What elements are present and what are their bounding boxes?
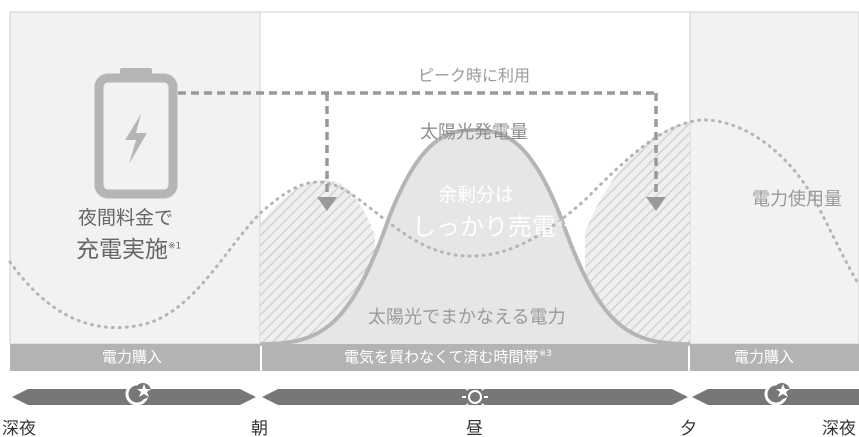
solar-generation-curve	[259, 127, 691, 346]
time-evening: 夕	[680, 419, 697, 437]
band-middle-note: ※3	[538, 349, 552, 359]
surplus-note: ※2	[556, 219, 570, 229]
moon-icon-left	[125, 382, 151, 406]
peak-use-arrow-line	[178, 91, 658, 197]
solar-covered-label: 太陽光でまかなえる電力	[368, 307, 566, 328]
arrowhead-evening	[646, 197, 666, 211]
surplus-label-line2: しっかり売電※2	[412, 207, 569, 242]
consumption-curve	[8, 118, 859, 329]
time-daytime: 昼	[466, 419, 483, 437]
band-middle	[262, 344, 688, 371]
morning-peak-hatch	[260, 180, 375, 344]
timeline-day	[262, 389, 688, 405]
time-morning: 朝	[251, 419, 268, 437]
band-left	[10, 344, 260, 371]
arrowhead-morning	[317, 197, 337, 211]
band-right	[690, 344, 859, 371]
band-left-label: 電力購入	[102, 348, 163, 366]
battery-charging-icon	[94, 68, 178, 199]
moon-icon-right	[764, 382, 790, 406]
night-charge-label-line2: 充電実施※1	[76, 230, 181, 264]
sun-icon	[462, 384, 488, 410]
night-charge-text: 充電実施	[76, 237, 168, 263]
evening-peak-hatch	[585, 122, 690, 344]
surplus-label-text: しっかり売電	[412, 213, 556, 241]
consumption-label: 電力使用量	[752, 189, 842, 210]
band-right-label: 電力購入	[734, 348, 795, 366]
band-middle-text: 電気を買わなくて済む時間帯	[344, 348, 539, 366]
solar-generation-area	[260, 130, 690, 344]
night-panel-right	[689, 11, 859, 345]
night-charge-label-line1: 夜間料金で	[78, 207, 174, 229]
time-late-night-start: 深夜	[2, 419, 36, 437]
night-panel-left	[9, 11, 261, 345]
night-charge-note: ※1	[168, 241, 182, 252]
peak-use-label: ピーク時に利用	[418, 66, 531, 85]
time-late-night-end: 深夜	[822, 419, 856, 437]
band-middle-label: 電気を買わなくて済む時間帯※3	[344, 346, 552, 367]
solar-generation-label: 太陽光発電量	[420, 122, 528, 143]
surplus-label-line1: 余剰分は	[438, 184, 515, 206]
